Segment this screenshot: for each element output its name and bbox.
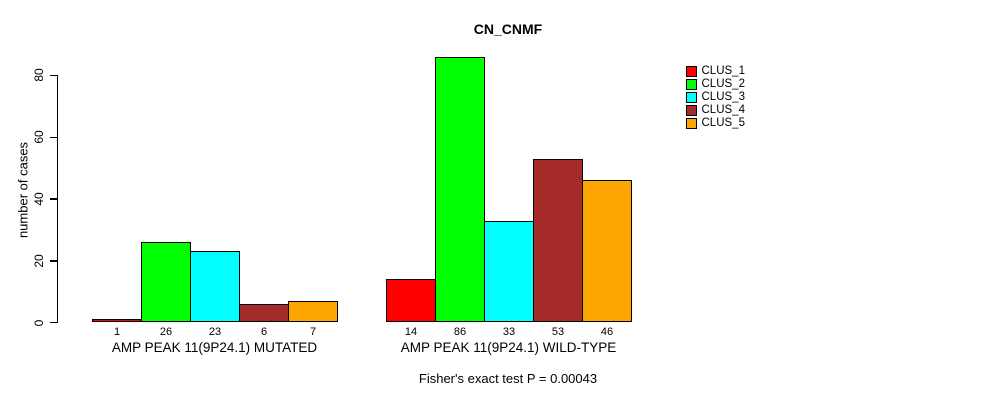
bar-CLUS_1 [92, 319, 142, 323]
legend-label: CLUS_1 [701, 65, 745, 77]
y-axis-tick-label: 20 [32, 254, 46, 268]
legend-label: CLUS_3 [701, 91, 745, 103]
legend: CLUS_1 CLUS_2 CLUS_3 CLUS_4 CLUS_5 [686, 65, 745, 130]
group-label: AMP PEAK 11(9P24.1) WILD-TYPE [400, 340, 617, 355]
legend-swatch-CLUS_4 [686, 105, 697, 116]
bar-CLUS_1 [386, 279, 436, 323]
legend-item-CLUS_2: CLUS_2 [686, 78, 745, 91]
bar-CLUS_3 [484, 220, 534, 323]
legend-item-CLUS_5: CLUS_5 [686, 117, 745, 130]
group-label: AMP PEAK 11(9P24.1) MUTATED [111, 340, 318, 355]
bar-CLUS_4 [239, 303, 289, 323]
bar-CLUS_2 [435, 56, 485, 323]
bar-value-label: 33 [502, 326, 516, 338]
y-axis-tick [50, 136, 57, 138]
bar-CLUS_3 [190, 251, 240, 323]
annotation-text: Fisher's exact test P = 0.00043 [418, 371, 598, 386]
bar-value-label: 86 [453, 326, 467, 338]
y-axis-tick [50, 198, 57, 200]
legend-label: CLUS_4 [701, 104, 745, 116]
chart-title: CN_CNMF [473, 21, 543, 37]
bar-value-label: 7 [309, 326, 317, 338]
bar-CLUS_2 [141, 242, 191, 323]
legend-swatch-CLUS_3 [686, 92, 697, 103]
bar-value-label: 6 [260, 326, 268, 338]
y-axis-tick-label: 0 [32, 319, 46, 326]
y-axis-tick [50, 322, 57, 324]
y-axis-tick-label: 40 [32, 192, 46, 206]
y-axis-line [57, 75, 59, 324]
y-axis-tick [50, 74, 57, 77]
bar-CLUS_5 [288, 300, 338, 323]
bar-value-label: 26 [159, 326, 173, 338]
legend-item-CLUS_1: CLUS_1 [686, 65, 745, 78]
legend-item-CLUS_4: CLUS_4 [686, 104, 745, 117]
bar-CLUS_4 [533, 158, 583, 323]
bar-value-label: 53 [551, 326, 565, 338]
legend-label: CLUS_5 [701, 117, 745, 129]
legend-swatch-CLUS_5 [686, 118, 697, 129]
y-axis-tick-label: 80 [32, 68, 46, 82]
legend-item-CLUS_3: CLUS_3 [686, 91, 745, 104]
legend-swatch-CLUS_2 [686, 79, 697, 90]
legend-label: CLUS_2 [701, 78, 745, 90]
y-axis-label: number of cases [15, 141, 31, 239]
bar-value-label: 23 [208, 326, 222, 338]
y-axis-tick-label: 60 [32, 130, 46, 144]
legend-swatch-CLUS_1 [686, 66, 697, 77]
bar-value-label: 46 [600, 326, 614, 338]
bar-CLUS_5 [582, 180, 632, 323]
y-axis-tick [50, 260, 57, 262]
bar-value-label: 1 [113, 326, 121, 338]
bar-value-label: 14 [404, 326, 418, 338]
